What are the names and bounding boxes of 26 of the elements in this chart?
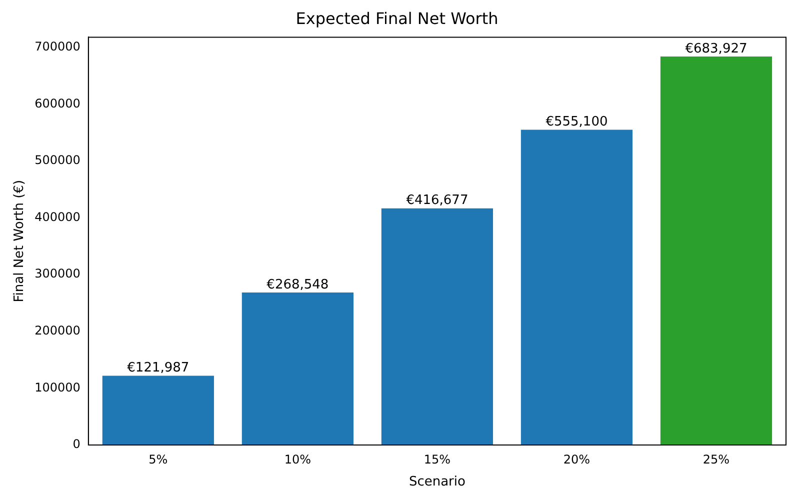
bar: [102, 376, 214, 445]
data-label: €268,548: [266, 277, 329, 292]
chart-title: Expected Final Net Worth: [296, 8, 498, 28]
x-axis-title: Scenario: [408, 474, 466, 490]
x-tick-label: 5%: [148, 452, 168, 466]
y-tick-label: 500000: [34, 153, 80, 168]
x-tick-label: 20%: [563, 452, 590, 466]
y-tick-label: 200000: [34, 324, 80, 338]
x-tick-label: 15%: [424, 452, 451, 466]
y-tick-label: 300000: [34, 266, 80, 281]
y-tick-label: 100000: [34, 380, 80, 394]
y-tick-label: 400000: [34, 210, 80, 224]
data-label: €416,677: [406, 193, 468, 208]
x-tick-label: 10%: [284, 452, 312, 466]
bar: [660, 56, 772, 445]
y-tick-label: 600000: [34, 96, 80, 110]
bar: [242, 292, 354, 445]
data-label: €121,987: [127, 360, 190, 376]
data-label: €555,100: [546, 114, 608, 130]
data-label: €683,927: [685, 41, 748, 56]
x-tick-label: 25%: [702, 452, 730, 466]
y-tick-label: 0: [72, 437, 80, 452]
y-tick-label: 700000: [34, 40, 80, 54]
y-axis-title: Final Net Worth (€): [12, 180, 28, 302]
bar: [520, 130, 633, 445]
bar: [381, 208, 494, 445]
